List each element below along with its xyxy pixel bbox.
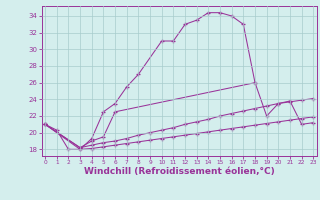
X-axis label: Windchill (Refroidissement éolien,°C): Windchill (Refroidissement éolien,°C) <box>84 167 275 176</box>
